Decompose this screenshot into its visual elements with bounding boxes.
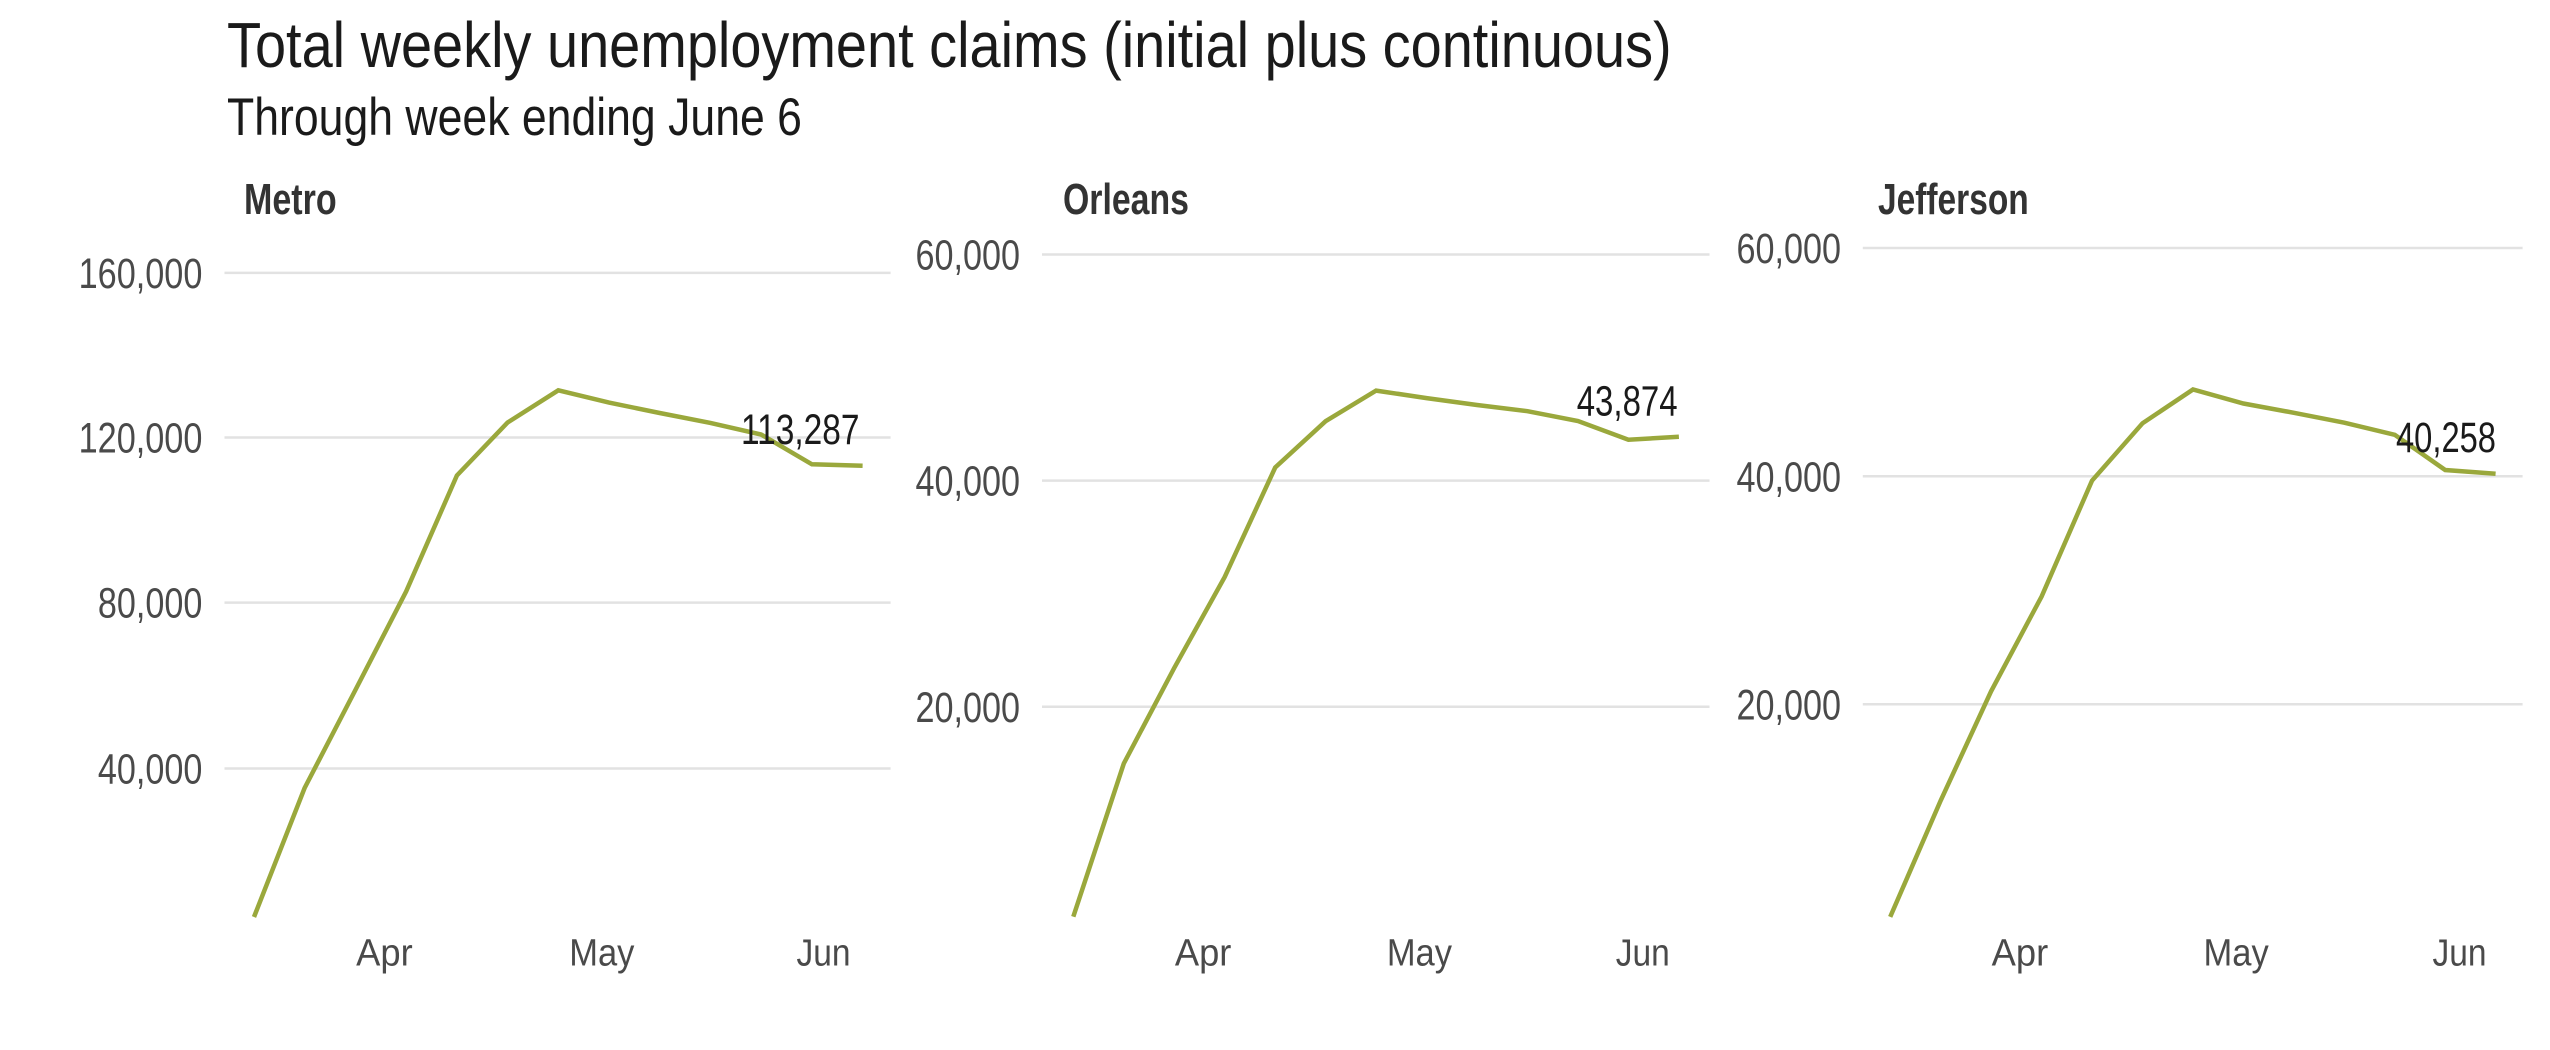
svg-text:20,000: 20,000 [1737, 682, 1841, 730]
svg-text:Apr: Apr [356, 931, 413, 974]
svg-text:113,287: 113,287 [741, 406, 859, 454]
svg-text:Through week ending June 6: Through week ending June 6 [227, 88, 802, 146]
svg-text:40,000: 40,000 [916, 458, 1020, 506]
svg-text:43,874: 43,874 [1577, 377, 1678, 425]
svg-text:160,000: 160,000 [79, 250, 203, 298]
svg-text:60,000: 60,000 [1737, 225, 1841, 273]
svg-text:Metro: Metro [244, 175, 337, 224]
svg-text:May: May [1387, 931, 1453, 974]
svg-text:May: May [569, 931, 635, 974]
svg-text:Orleans: Orleans [1063, 175, 1189, 224]
svg-text:80,000: 80,000 [98, 580, 202, 628]
svg-text:Apr: Apr [1175, 931, 1232, 974]
svg-text:40,258: 40,258 [2396, 414, 2496, 462]
svg-text:Jun: Jun [1616, 932, 1670, 974]
svg-text:40,000: 40,000 [1737, 454, 1841, 502]
svg-text:Apr: Apr [1992, 931, 2049, 974]
svg-text:Jun: Jun [796, 932, 850, 974]
svg-text:May: May [2204, 931, 2270, 974]
svg-text:Jefferson: Jefferson [1878, 176, 2029, 224]
svg-text:60,000: 60,000 [916, 232, 1020, 280]
svg-text:Total weekly unemployment clai: Total weekly unemployment claims (initia… [227, 9, 1672, 80]
svg-text:Jun: Jun [2432, 932, 2486, 974]
svg-text:120,000: 120,000 [79, 415, 203, 463]
svg-text:40,000: 40,000 [98, 746, 202, 794]
svg-text:20,000: 20,000 [916, 684, 1020, 732]
